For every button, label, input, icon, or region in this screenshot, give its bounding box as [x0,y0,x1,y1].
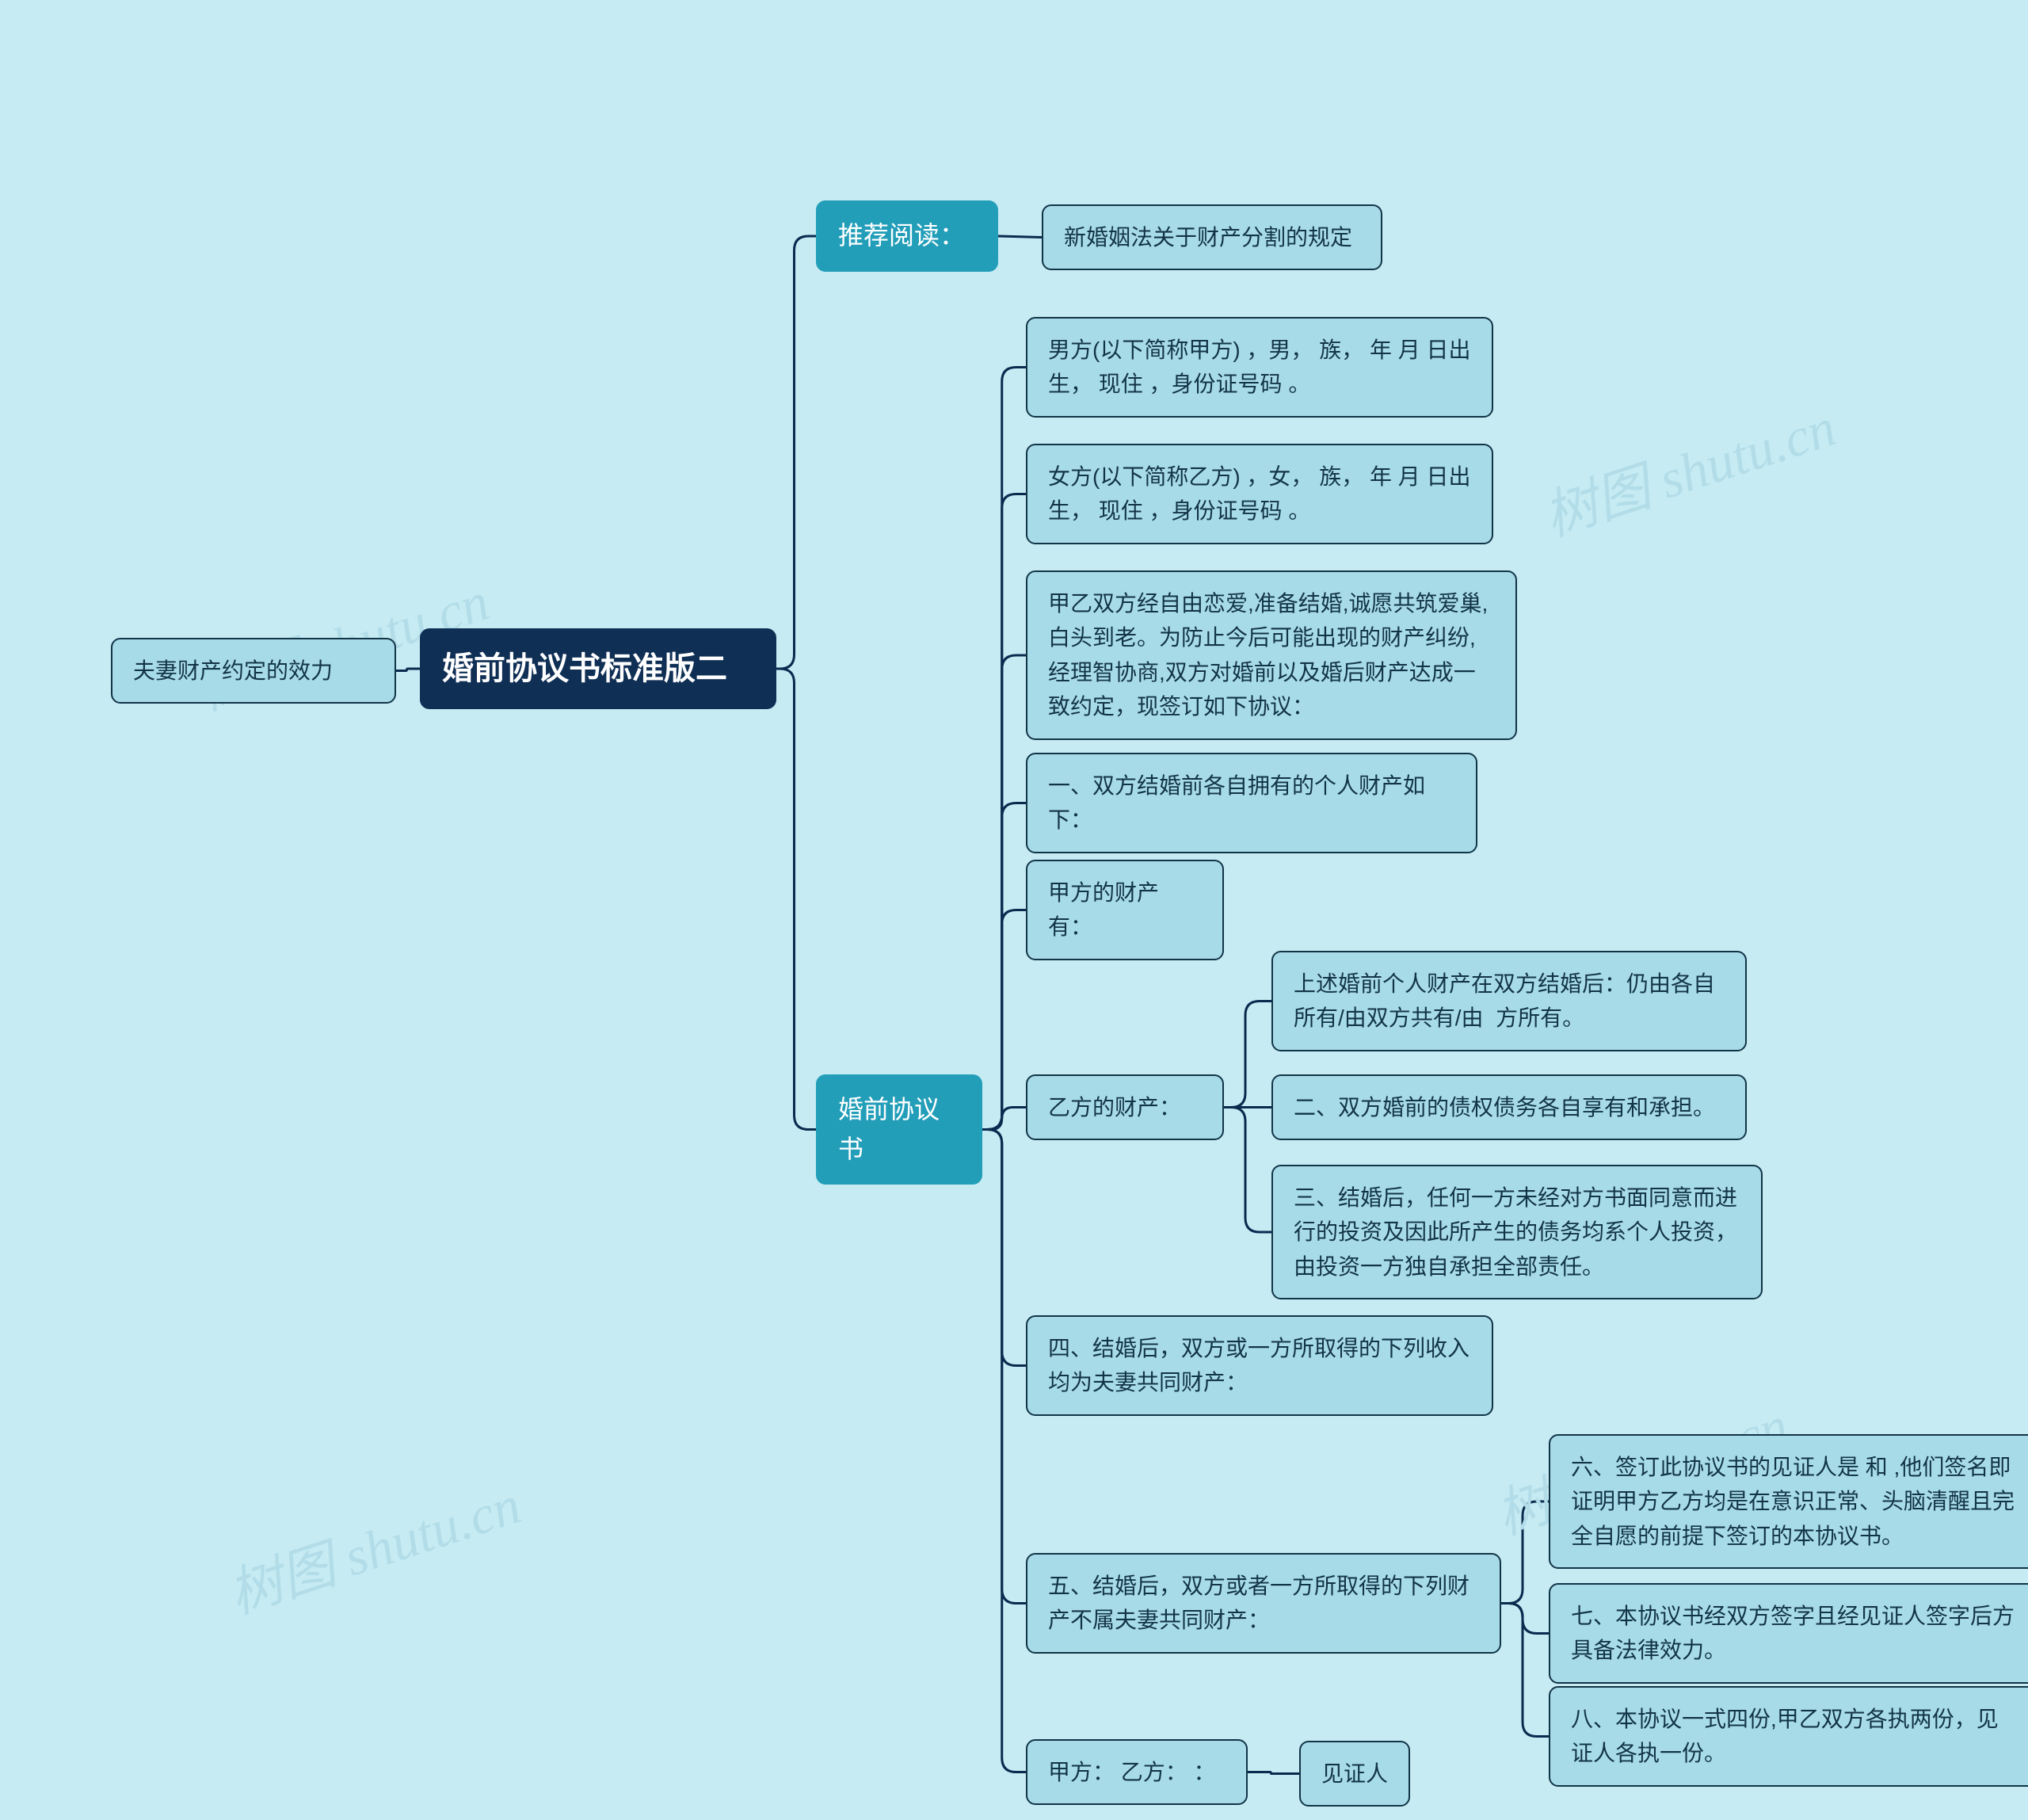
watermark: 树图 shutu.cn [217,1460,528,1628]
connector [982,368,1026,1130]
connector [982,494,1026,1130]
connector [982,655,1026,1130]
mindmap-canvas: 树图 shutu.cn树图 shutu.cn树图 shutu.cn树图 shut… [0,0,2028,1820]
connector [776,236,816,669]
connector [1224,1002,1271,1108]
mindmap-node-root[interactable]: 婚前协议书标准版二 [420,628,776,709]
connector [1501,1604,1549,1737]
connector [1501,1501,1549,1604]
mindmap-node-b2c7[interactable]: 四、结婚后，双方或一方所取得的下列收入均为夫妻共同财产： [1026,1315,1493,1416]
mindmap-node-b2c6a[interactable]: 上述婚前个人财产在双方结婚后：仍由各自所有/由双方共有/由 方所有。 [1271,951,1747,1051]
mindmap-node-b1[interactable]: 推荐阅读： [816,200,998,272]
mindmap-node-b2c9[interactable]: 甲方： 乙方： ： [1026,1739,1248,1805]
mindmap-node-left1[interactable]: 夫妻财产约定的效力 [111,638,396,704]
mindmap-node-b1c1[interactable]: 新婚姻法关于财产分割的规定 [1042,204,1382,270]
connector [1248,1772,1299,1774]
mindmap-node-b2c8b[interactable]: 七、本协议书经双方签字且经见证人签字后方具备法律效力。 [1549,1583,2028,1684]
mindmap-node-b2c2[interactable]: 女方(以下简称乙方) ，女， 族， 年 月 日出生， 现住 ，身份证号码 。 [1026,444,1493,544]
mindmap-node-b2c6b[interactable]: 二、双方婚前的债权债务各自享有和承担。 [1271,1074,1747,1140]
connector [396,669,420,671]
mindmap-node-b2c6c[interactable]: 三、结婚后，任何一方未经对方书面同意而进行的投资及因此所产生的债务均系个人投资，… [1271,1165,1763,1299]
mindmap-node-b2c8a[interactable]: 六、签订此协议书的见证人是 和 ,他们签名即证明甲方乙方均是在意识正常、头脑清醒… [1549,1434,2028,1569]
connector [982,1130,1026,1604]
mindmap-node-b2c1[interactable]: 男方(以下简称甲方) ，男， 族， 年 月 日出生， 现住 ，身份证号码 。 [1026,317,1493,418]
connector [982,1130,1026,1366]
mindmap-node-b2c5[interactable]: 甲方的财产有： [1026,860,1224,960]
connector [1501,1604,1549,1634]
connector [776,669,816,1130]
mindmap-node-b2c4[interactable]: 一、双方结婚前各自拥有的个人财产如下： [1026,753,1477,853]
connector [982,803,1026,1130]
connector [1224,1108,1271,1233]
connector [982,1130,1026,1772]
mindmap-node-b2c8[interactable]: 五、结婚后，双方或者一方所取得的下列财产不属夫妻共同财产： [1026,1553,1501,1654]
mindmap-node-b2[interactable]: 婚前协议书 [816,1074,982,1185]
connector [982,1108,1026,1130]
mindmap-node-b2c6[interactable]: 乙方的财产： [1026,1074,1224,1140]
watermark: 树图 shutu.cn [1532,383,1843,551]
connector [998,236,1042,238]
mindmap-node-b2c3[interactable]: 甲乙双方经自由恋爱,准备结婚,诚愿共筑爱巢,白头到老。为防止今后可能出现的财产纠… [1026,570,1517,740]
mindmap-node-b2c8c[interactable]: 八、本协议一式四份,甲乙双方各执两份，见证人各执一份。 [1549,1686,2028,1787]
connector [982,910,1026,1130]
mindmap-node-b2c9a[interactable]: 见证人 [1299,1741,1410,1807]
